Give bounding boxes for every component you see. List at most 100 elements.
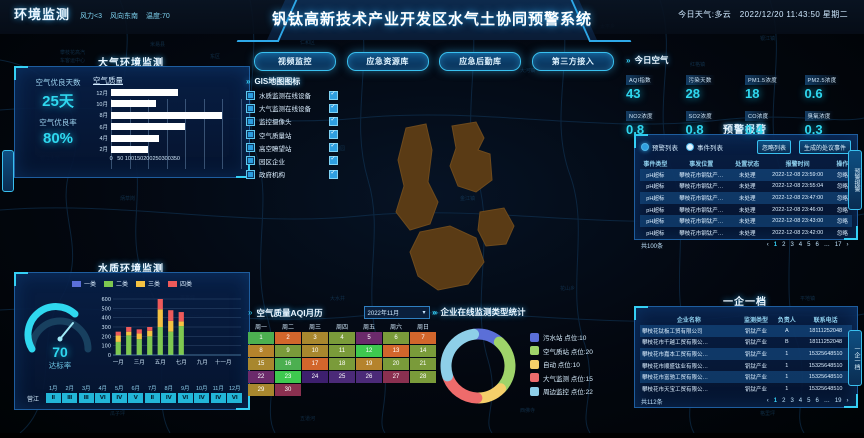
page-number[interactable]: 4 <box>798 398 803 405</box>
calendar-day-cell[interactable]: 8 <box>248 345 274 357</box>
checkbox-checked-icon[interactable] <box>329 129 338 140</box>
air-metric-label: 臭氧浓度 <box>804 111 834 121</box>
svg-text:格里坪: 格里坪 <box>760 410 775 417</box>
checkbox-checked-icon[interactable] <box>329 155 338 166</box>
gis-item-government[interactable]: 政府机构 <box>246 169 338 179</box>
table-row[interactable]: 攀枝花钛板工贸有限公司 钒钛产业 A 18111252048 <box>640 325 852 337</box>
table-row[interactable]: 攀枝花市天宝工贸有限公… 钒钛产业 1 15325648510 <box>640 383 852 395</box>
left-collapse-handle[interactable] <box>2 150 14 192</box>
page-number[interactable]: 19 <box>834 398 842 405</box>
checkbox-checked-icon[interactable] <box>329 90 338 100</box>
calendar-day-cell[interactable]: 14 <box>410 345 436 357</box>
nav-button-emergency-resources[interactable]: 应急资源库 <box>346 52 429 71</box>
calendar-day-cell[interactable]: 9 <box>275 345 301 357</box>
calendar-day-cell[interactable]: 12 <box>356 345 382 357</box>
table-row[interactable]: 攀枝花市嘉本工贸有限公… 钒钛产业 1 15325648510 <box>640 348 852 360</box>
next-page-button[interactable]: › <box>846 398 849 405</box>
page-number[interactable]: 17 <box>834 242 842 249</box>
ignore-list-button[interactable]: 忽略列表 <box>756 140 791 154</box>
calendar-day-cell[interactable]: 3 <box>302 332 328 344</box>
table-row[interactable]: pH超标 攀枝花市钢钛产… 未处理 2022-12-08 23:47:00 忽略 <box>640 192 852 204</box>
month-header-cell: 6月 <box>131 386 141 392</box>
alert-time: 2022-12-08 23:43:00 <box>772 218 824 225</box>
page-number[interactable]: 2 <box>782 242 786 249</box>
page-number[interactable]: 3 <box>790 398 794 405</box>
chevron-right-icon-2[interactable]: » <box>433 308 438 317</box>
gis-item-water-device[interactable]: 水质监测在线设备 <box>246 90 338 100</box>
side-tab-enterprise[interactable]: 一企一档 <box>848 330 862 386</box>
table-row[interactable]: 攀枝花市富驰工贸有限公… 钒钛产业 1 15325648510 <box>640 371 852 383</box>
page-number[interactable]: 2 <box>782 398 786 405</box>
month-select[interactable]: 2022年11月 ▾ <box>363 306 430 319</box>
calendar-day-cell[interactable]: 5 <box>356 332 382 344</box>
calendar-day-cell[interactable]: 21 <box>410 358 436 370</box>
page-number[interactable]: 6 <box>815 242 819 249</box>
page-number[interactable]: 5 <box>807 242 811 249</box>
table-row[interactable]: 攀枝花市顺盛钛业有限公… 钒钛产业 1 15325648510 <box>640 360 852 372</box>
page-number[interactable]: … <box>823 242 830 249</box>
calendar-day-cell[interactable]: 7 <box>410 332 436 344</box>
calendar-day-cell[interactable]: 25 <box>329 371 355 383</box>
calendar-day-cell[interactable]: 27 <box>383 371 409 383</box>
calendar-day-cell[interactable]: 13 <box>383 345 409 357</box>
calendar-day-cell[interactable]: 1 <box>248 332 274 344</box>
calendar-day-cell[interactable]: 30 <box>275 384 301 396</box>
calendar-day-cell[interactable]: 20 <box>383 358 409 370</box>
table-row[interactable]: pH超标 攀枝花市钢钛产… 未处理 2022-12-08 23:59:00 忽略 <box>640 169 852 181</box>
calendar-day-cell[interactable]: 19 <box>356 358 382 370</box>
checkbox-checked-icon[interactable] <box>329 116 338 126</box>
table-row[interactable]: 攀枝花市千越工贸有限公… 钒钛产业 B 18111252048 <box>640 337 852 349</box>
page-number[interactable]: 4 <box>798 242 803 249</box>
calendar-day-cell[interactable]: 10 <box>302 345 328 357</box>
air-metric-value: 0.8 <box>626 122 645 137</box>
calendar-day-cell[interactable]: 22 <box>248 371 274 383</box>
nav-button-third-party[interactable]: 第三方接入 <box>531 52 614 71</box>
page-number[interactable]: 3 <box>790 242 794 249</box>
nav-button-emergency-logistics[interactable]: 应急后勤库 <box>439 52 522 71</box>
page-number[interactable]: 1 <box>773 242 778 249</box>
prev-page-button[interactable]: ‹ <box>766 242 769 249</box>
gis-item-enterprise[interactable]: 园区企业 <box>246 155 338 166</box>
prev-page-button[interactable]: ‹ <box>766 398 769 405</box>
tab-warning-list[interactable]: 预警列表 <box>641 142 678 152</box>
tab-event-list[interactable]: 事件列表 <box>686 142 723 152</box>
calendar-day-cell[interactable]: 6 <box>383 332 409 344</box>
checkbox-checked-icon[interactable] <box>329 103 338 113</box>
checkbox-checked-icon[interactable] <box>329 169 338 179</box>
nav-button-video[interactable]: 视频监控 <box>254 52 336 71</box>
calendar-day-cell[interactable]: 16 <box>275 358 301 370</box>
calendar-day-cell[interactable]: 11 <box>329 345 355 357</box>
calendar-day-cell[interactable]: 26 <box>356 371 382 383</box>
page-number[interactable]: 1 <box>773 398 778 405</box>
calendar-day-cell[interactable]: 29 <box>248 384 274 396</box>
calendar-day-cell[interactable]: 28 <box>410 371 436 383</box>
page-number[interactable]: … <box>823 398 830 405</box>
page-number[interactable]: 6 <box>815 398 819 405</box>
gis-item-air-device[interactable]: 大气监测在线设备 <box>246 103 338 113</box>
calendar-day-cell[interactable]: 23 <box>275 371 301 383</box>
calendar-day-cell[interactable]: 2 <box>275 332 301 344</box>
gis-legend-header[interactable]: » GIS地图图标 <box>246 76 338 87</box>
ignore-action-link[interactable]: 忽略 <box>836 230 848 237</box>
gis-item-camera[interactable]: 监控摄像头 <box>246 116 338 126</box>
calendar-day-cell[interactable]: 17 <box>302 358 328 370</box>
page-number[interactable]: 5 <box>807 398 811 405</box>
gis-item-watchtower[interactable]: 高空瞭望站 <box>246 142 338 153</box>
grade-cell: Ⅳ <box>210 393 226 403</box>
table-row[interactable]: pH超标 攀枝花市钢钛产… 未处理 2022-12-08 23:55:04 忽略 <box>640 181 852 193</box>
side-tab-warning[interactable]: 预警报警 <box>848 150 862 210</box>
table-row[interactable]: pH超标 攀枝花市钢钛产… 未处理 2022-12-08 23:43:00 忽略 <box>640 215 852 227</box>
checkbox-checked-icon[interactable] <box>329 142 338 153</box>
calendar-day-cell[interactable]: 15 <box>248 358 274 370</box>
bar-row: 4月 <box>93 134 241 143</box>
table-row[interactable]: pH超标 攀枝花市钢钛产… 未处理 2022-12-08 23:42:00 忽略 <box>640 227 852 239</box>
calendar-day-cell[interactable]: 24 <box>302 371 328 383</box>
next-page-button[interactable]: › <box>846 242 849 249</box>
air-metric-label: 污染天数 <box>685 75 715 85</box>
gis-item-air-station[interactable]: 空气质量站 <box>246 129 338 140</box>
calendar-day-cell[interactable]: 18 <box>329 358 355 370</box>
ignore-action-link[interactable]: 忽略 <box>836 219 848 226</box>
calendar-day-cell[interactable]: 4 <box>329 332 355 344</box>
table-row[interactable]: pH超标 攀枝花市钢钛产… 未处理 2022-12-08 23:46:00 忽略 <box>640 204 852 216</box>
create-event-button[interactable]: 生成的处议事件 <box>798 140 851 154</box>
